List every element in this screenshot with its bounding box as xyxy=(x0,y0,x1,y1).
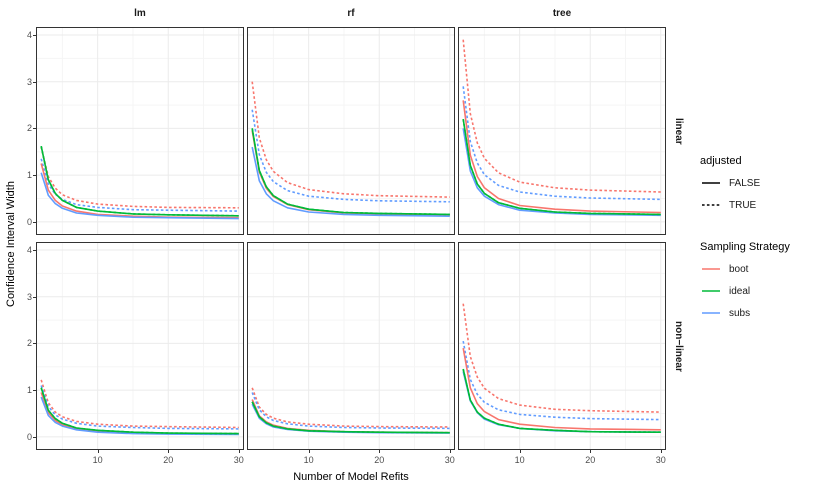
panel-linear-lm xyxy=(36,27,244,235)
x-tick-label: 10 xyxy=(92,455,103,465)
series-subs-TRUE xyxy=(251,392,450,430)
x-tick-mark xyxy=(308,450,310,453)
ideal-line-key-icon xyxy=(702,290,720,292)
series-subs-FALSE xyxy=(251,146,450,217)
series-boot-TRUE xyxy=(462,303,661,413)
series-subs-FALSE xyxy=(462,128,661,217)
series-boot-FALSE xyxy=(40,163,239,219)
y-tick-label: 0 xyxy=(26,431,32,442)
series-ideal-TRUE xyxy=(462,118,661,216)
series-boot-TRUE xyxy=(40,146,239,209)
dashed-line-key-icon xyxy=(702,204,720,206)
panel-linear-tree xyxy=(458,27,666,235)
legend-item-label: subs xyxy=(729,307,751,319)
series-boot-TRUE xyxy=(40,379,239,429)
series-subs-FALSE xyxy=(40,172,239,220)
legend-item-boot: boot xyxy=(700,258,828,280)
subs-line-key-icon xyxy=(702,312,720,314)
boot-line-key-icon xyxy=(702,268,720,270)
x-tick-label: 30 xyxy=(233,455,244,465)
x-tick-mark xyxy=(660,450,662,453)
panel-nonlinear-lm xyxy=(36,242,244,450)
series-subs-TRUE xyxy=(462,86,661,201)
y-tick-label: 1 xyxy=(26,170,32,181)
series-ideal-TRUE xyxy=(251,401,450,434)
x-tick-label: 10 xyxy=(303,455,314,465)
series-ideal-TRUE xyxy=(251,128,450,216)
y-tick-label: 4 xyxy=(26,30,32,40)
panel-nonlinear-tree xyxy=(458,242,666,450)
x-tick-mark xyxy=(238,450,240,453)
legend-group-adjusted: adjusted FALSE TRUE xyxy=(700,155,828,216)
facet-strip-linear: linear xyxy=(673,117,684,145)
legend-item-false: FALSE xyxy=(700,172,828,194)
facet-strip-rf: rf xyxy=(347,8,355,19)
legend-item-true: TRUE xyxy=(700,194,828,216)
y-tick-label: 3 xyxy=(26,76,32,87)
legend-item-ideal: ideal xyxy=(700,280,828,302)
series-subs-FALSE xyxy=(251,403,450,434)
legend-item-label: FALSE xyxy=(729,177,761,189)
facet-strip-lm: lm xyxy=(134,8,146,19)
x-tick-mark xyxy=(590,450,592,453)
series-subs-TRUE xyxy=(40,385,239,430)
legend-sampling-title: Sampling Strategy xyxy=(700,241,790,253)
series-boot-TRUE xyxy=(251,387,450,428)
x-tick-mark xyxy=(379,450,381,453)
y-tick-label: 2 xyxy=(26,338,32,349)
series-boot-TRUE xyxy=(462,39,661,193)
x-tick-label: 30 xyxy=(444,455,455,465)
solid-line-key-icon xyxy=(702,182,720,184)
series-boot-FALSE xyxy=(251,130,450,217)
x-tick-label: 30 xyxy=(655,455,666,465)
series-ideal-TRUE xyxy=(462,368,661,433)
y-tick-label: 1 xyxy=(26,385,32,396)
x-tick-mark xyxy=(519,450,521,453)
x-tick-label: 20 xyxy=(585,455,596,465)
legend-item-label: ideal xyxy=(729,285,751,297)
legend-adjusted-title: adjusted xyxy=(700,155,742,167)
x-tick-label: 20 xyxy=(163,455,174,465)
legend-group-sampling-strategy: Sampling Strategy boot ideal subs xyxy=(700,241,828,324)
series-boot-TRUE xyxy=(251,81,450,198)
series-boot-FALSE xyxy=(462,100,661,214)
facet-strip-tree: tree xyxy=(552,8,572,19)
legend-item-label: TRUE xyxy=(729,199,757,211)
facet-strip-nonlinear: non−linear xyxy=(673,320,684,372)
legend-item-subs: subs xyxy=(700,302,828,324)
series-subs-FALSE xyxy=(40,396,239,436)
series-ideal-TRUE xyxy=(40,146,239,217)
panel-linear-rf xyxy=(247,27,455,235)
series-subs-FALSE xyxy=(462,371,661,433)
legend: adjusted FALSE TRUE Sampling Strategy bo… xyxy=(700,155,828,324)
panel-nonlinear-rf xyxy=(247,242,455,450)
x-tick-mark xyxy=(449,450,451,453)
x-tick-mark xyxy=(97,450,99,453)
legend-item-label: boot xyxy=(729,263,749,275)
x-tick-label: 20 xyxy=(374,455,385,465)
series-subs-TRUE xyxy=(462,340,661,421)
series-subs-TRUE xyxy=(40,158,239,212)
x-axis-title: Number of Model Refits xyxy=(293,471,409,483)
series-boot-FALSE xyxy=(462,347,661,431)
y-axis-title: Confidence Interval Width xyxy=(5,181,17,307)
series-ideal-TRUE xyxy=(40,387,239,435)
y-tick-label: 2 xyxy=(26,123,32,134)
x-tick-label: 10 xyxy=(514,455,525,465)
series-subs-TRUE xyxy=(251,109,450,203)
x-tick-mark xyxy=(168,450,170,453)
